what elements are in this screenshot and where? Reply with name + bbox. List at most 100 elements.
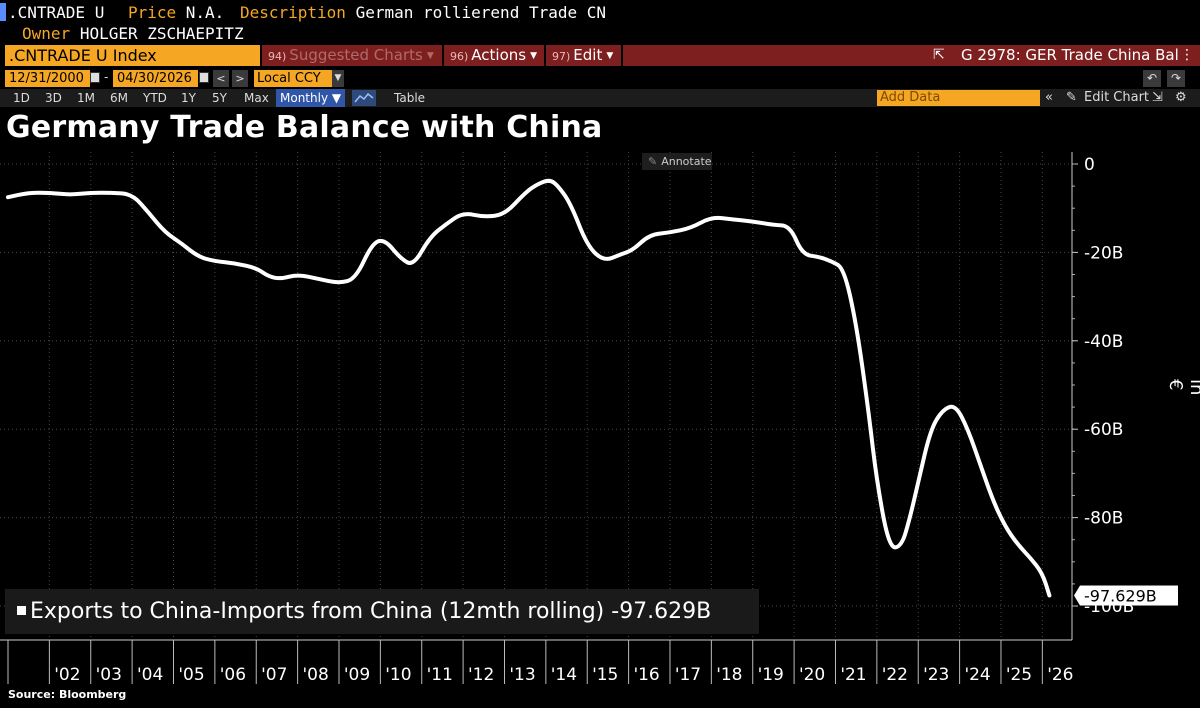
- collapse-icon[interactable]: «: [1045, 90, 1053, 105]
- period-1y[interactable]: 1Y: [181, 91, 196, 105]
- graph-title: G 2978: GER Trade China Bal: [961, 46, 1179, 64]
- chevron-right-icon[interactable]: >: [232, 70, 248, 87]
- x-tick-label: '19: [758, 665, 784, 685]
- owner-label: Owner: [22, 24, 71, 43]
- x-tick-label: '11: [427, 665, 453, 685]
- price-label: Price: [127, 3, 177, 22]
- x-tick-label: '17: [675, 665, 701, 685]
- date-range-row: 12/31/2000 - 04/30/2026 < > Local CCY ▼ …: [0, 70, 1200, 88]
- suggested-charts-button[interactable]: 94) Suggested Charts ▼: [262, 45, 442, 66]
- owner-value: HOLGER ZSCHAEPITZ: [79, 24, 244, 43]
- owner-row: Owner HOLGER ZSCHAEPITZ: [22, 24, 244, 44]
- x-tick-label: '14: [551, 665, 577, 685]
- y-axis-unit-label: in €: [1165, 379, 1200, 396]
- legend-series-name: Exports to China-Imports from China (12m…: [30, 599, 605, 624]
- description-label: Description: [239, 3, 346, 22]
- caret-down-icon: ▼: [332, 70, 344, 87]
- edit-chart-button[interactable]: Edit Chart: [1084, 90, 1150, 105]
- legend-last-value: -97.629B: [611, 599, 712, 624]
- edit-button[interactable]: 97) Edit ▼: [546, 45, 621, 66]
- command-bar: .CNTRADE U Index 94) Suggested Charts ▼ 96…: [0, 45, 1200, 67]
- line-chart-icon[interactable]: [352, 90, 376, 106]
- frequency-select[interactable]: Monthly ▼: [276, 89, 346, 107]
- period-1d[interactable]: 1D: [13, 91, 30, 105]
- last-value-label: -97.629B: [1084, 587, 1157, 606]
- actions-button[interactable]: 96) Actions ▼: [444, 45, 544, 66]
- x-tick-label: '22: [882, 665, 908, 685]
- date-separator: -: [104, 70, 109, 84]
- chart-title: Germany Trade Balance with China: [6, 110, 603, 145]
- period-ytd[interactable]: YTD: [143, 91, 167, 105]
- last-value-box: [1080, 585, 1178, 606]
- export-icon[interactable]: ⇲: [1152, 90, 1163, 105]
- end-date-input[interactable]: 04/30/2026: [113, 70, 198, 87]
- description-value: German rollierend Trade CN: [355, 3, 607, 22]
- undo-icon[interactable]: ↶: [1143, 70, 1161, 87]
- cursor-marker: [0, 3, 6, 21]
- period-3d[interactable]: 3D: [45, 91, 62, 105]
- x-tick-label: '02: [54, 665, 80, 685]
- caret-down-icon: ▼: [606, 51, 614, 61]
- x-tick-label: '05: [178, 665, 204, 685]
- ticker-text: .CNTRADE U: [8, 3, 105, 22]
- x-tick-label: '18: [716, 665, 742, 685]
- caret-down-icon: ▼: [530, 51, 538, 61]
- x-tick-label: '07: [261, 665, 287, 685]
- edit-label: Edit: [573, 46, 603, 64]
- caret-down-icon: ▼: [331, 91, 342, 105]
- x-tick-label: '21: [840, 665, 866, 685]
- edit-num: 97): [552, 50, 571, 63]
- y-tick-label: -20B: [1084, 243, 1123, 263]
- period-5y[interactable]: 5Y: [212, 91, 227, 105]
- x-tick-label: '16: [633, 665, 659, 685]
- x-tick-label: '24: [964, 665, 990, 685]
- axes: 0-20B-40B-60B-80B-100B'02'03'04'05'06'07…: [0, 152, 1178, 685]
- external-link-icon[interactable]: ⇱: [933, 47, 945, 63]
- x-tick-label: '20: [799, 665, 825, 685]
- x-tick-label: '13: [509, 665, 535, 685]
- gear-icon[interactable]: ⚙: [1175, 90, 1187, 105]
- x-tick-label: '23: [923, 665, 949, 685]
- y-tick-label: -40B: [1084, 332, 1123, 352]
- caret-down-icon: ▼: [426, 51, 434, 61]
- more-options-icon[interactable]: ⋮: [1180, 47, 1194, 63]
- annotate-button[interactable]: ✎ Annotate: [642, 153, 712, 170]
- period-6m[interactable]: 6M: [110, 91, 128, 105]
- price-value: N.A.: [185, 3, 225, 22]
- y-tick-label: -80B: [1084, 509, 1123, 529]
- x-tick-label: '06: [220, 665, 246, 685]
- add-data-input[interactable]: Add Data: [877, 90, 1040, 106]
- calendar-icon[interactable]: [90, 72, 100, 83]
- chevron-left-icon[interactable]: <: [213, 70, 229, 87]
- x-tick-label: '12: [468, 665, 494, 685]
- suggested-label: Suggested Charts: [289, 46, 423, 64]
- start-date-input[interactable]: 12/31/2000: [5, 70, 90, 87]
- redo-icon[interactable]: ↷: [1167, 70, 1185, 87]
- pencil-icon: ✎: [1066, 90, 1077, 105]
- legend-swatch: [17, 606, 26, 615]
- x-tick-label: '15: [592, 665, 618, 685]
- legend: Exports to China-Imports from China (12m…: [5, 589, 759, 634]
- pencil-icon: ✎: [648, 155, 658, 168]
- currency-value: Local CCY: [257, 71, 321, 86]
- annotate-label: Annotate: [661, 155, 712, 168]
- x-tick-label: '09: [344, 665, 370, 685]
- series-line: [6, 178, 1052, 598]
- series-layer: [6, 178, 1052, 598]
- x-tick-label: '03: [96, 665, 122, 685]
- currency-select[interactable]: Local CCY ▼: [254, 70, 344, 87]
- actions-num: 96): [450, 50, 469, 63]
- y-tick-label: -60B: [1084, 420, 1123, 440]
- security-input[interactable]: .CNTRADE U Index: [5, 45, 260, 66]
- period-max[interactable]: Max: [244, 91, 269, 105]
- suggested-num: 94): [268, 50, 287, 63]
- calendar-icon[interactable]: [199, 72, 209, 83]
- period-1m[interactable]: 1M: [77, 91, 95, 105]
- x-tick-label: '08: [302, 665, 328, 685]
- x-tick-label: '26: [1047, 665, 1073, 685]
- table-button[interactable]: Table: [394, 91, 426, 105]
- period-toolbar: 1D 3D 1M 6M YTD 1Y 5Y Max Monthly ▼ Tabl…: [0, 89, 1200, 107]
- y-tick-label: 0: [1084, 155, 1095, 175]
- actions-label: Actions: [471, 46, 527, 64]
